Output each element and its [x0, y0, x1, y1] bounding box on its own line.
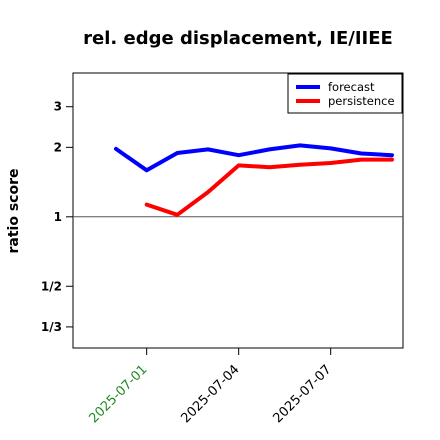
series-line-persistence — [144, 157, 394, 217]
y-axis-label: ratio score — [6, 169, 22, 254]
legend-label-persistence: persistence — [328, 94, 395, 108]
x-tick-label: 2025-07-04 — [178, 362, 242, 426]
y-tick-label: 1/2 — [41, 279, 62, 293]
y-tick-label: 3 — [54, 100, 62, 114]
series-line-forecast — [114, 143, 394, 173]
x-tick-label: 2025-07-01 — [86, 362, 150, 426]
legend-label-forecast: forecast — [328, 80, 375, 94]
y-tick-label: 1/3 — [41, 320, 62, 334]
y-tick-label: 1 — [54, 210, 62, 224]
chart-title: rel. edge displacement, IE/IIEE — [83, 28, 393, 49]
x-tick-label: 2025-07-07 — [270, 362, 334, 426]
plot-frame — [72, 72, 404, 349]
y-tick-label: 2 — [54, 140, 62, 154]
legend-box — [287, 73, 403, 114]
